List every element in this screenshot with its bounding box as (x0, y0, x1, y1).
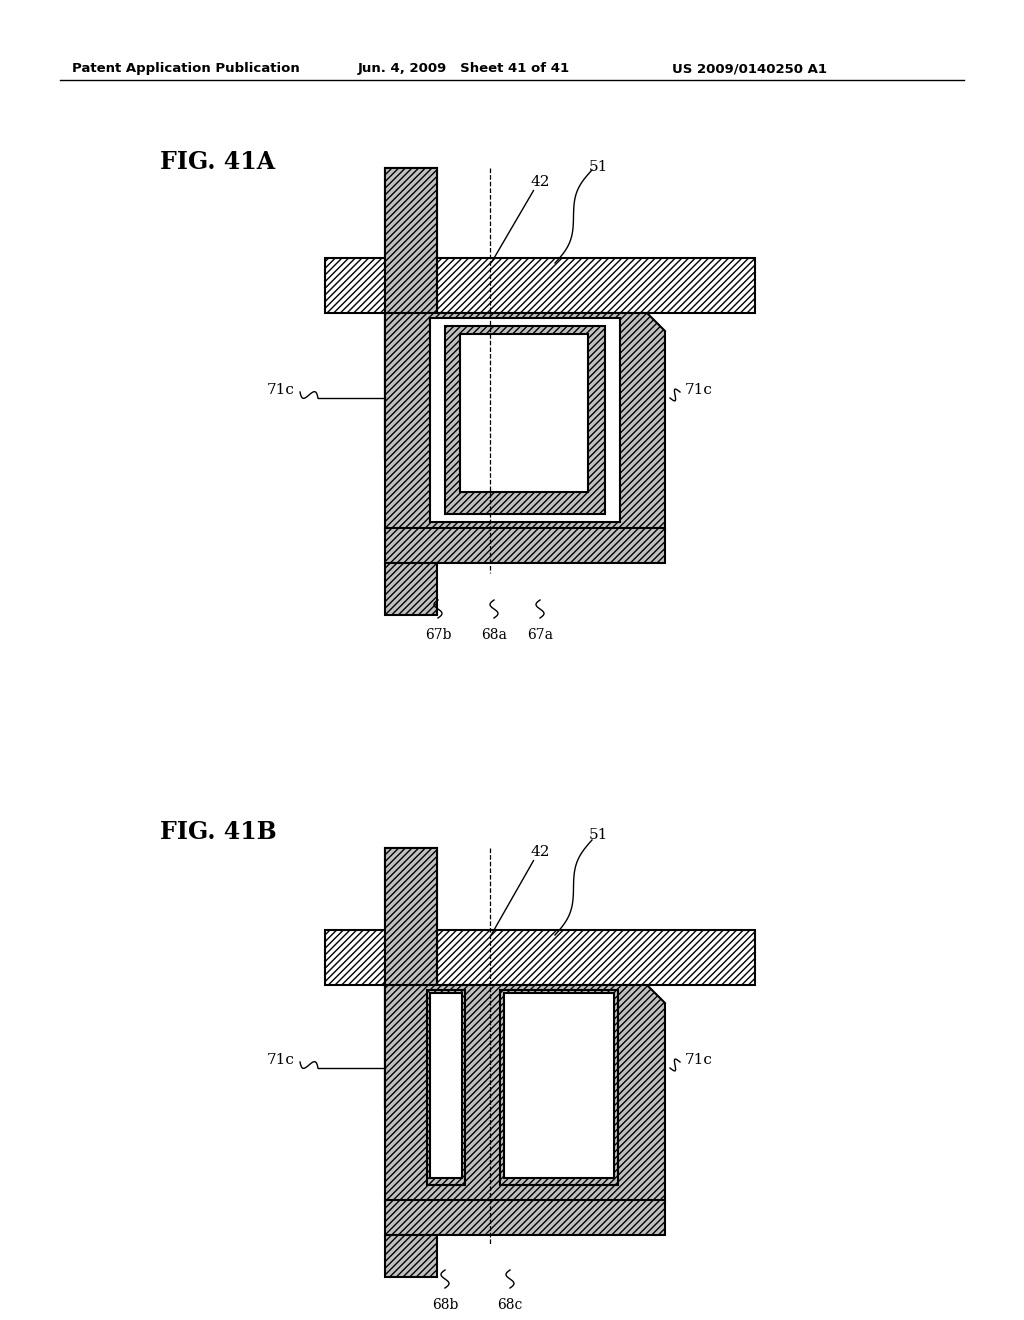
Text: 71c: 71c (685, 1053, 713, 1067)
Bar (500, 990, 618, 1185)
Bar (325, 931, 755, 985)
Bar (385, 168, 437, 458)
Bar (385, 847, 437, 1107)
Text: 71c: 71c (685, 383, 713, 397)
Text: FIG. 41A: FIG. 41A (160, 150, 275, 174)
Polygon shape (385, 985, 665, 1203)
Text: 51: 51 (589, 160, 607, 174)
Text: 68c: 68c (498, 1298, 522, 1312)
Bar (385, 1200, 665, 1236)
Text: 67a: 67a (527, 628, 553, 642)
Text: 71c: 71c (267, 383, 295, 397)
Text: 68a: 68a (481, 628, 507, 642)
Text: 51: 51 (589, 828, 607, 842)
Text: 67b: 67b (425, 628, 452, 642)
Bar (445, 326, 605, 513)
Bar (430, 318, 620, 521)
Text: 42: 42 (530, 176, 550, 189)
Text: Jun. 4, 2009   Sheet 41 of 41: Jun. 4, 2009 Sheet 41 of 41 (358, 62, 570, 75)
Text: US 2009/0140250 A1: US 2009/0140250 A1 (672, 62, 827, 75)
Bar (504, 993, 614, 1177)
Bar (385, 564, 437, 615)
Text: 68b: 68b (432, 1298, 458, 1312)
Bar (460, 334, 588, 492)
Bar (430, 993, 462, 1177)
Bar (385, 1236, 437, 1276)
Text: FIG. 41B: FIG. 41B (160, 820, 276, 843)
Bar (325, 257, 755, 313)
Polygon shape (385, 313, 665, 531)
Text: Patent Application Publication: Patent Application Publication (72, 62, 300, 75)
Text: 71c: 71c (267, 1053, 295, 1067)
Bar (385, 847, 437, 1107)
Bar (427, 990, 465, 1185)
Bar (385, 528, 665, 564)
Bar (385, 168, 437, 458)
Text: 42: 42 (530, 845, 550, 859)
